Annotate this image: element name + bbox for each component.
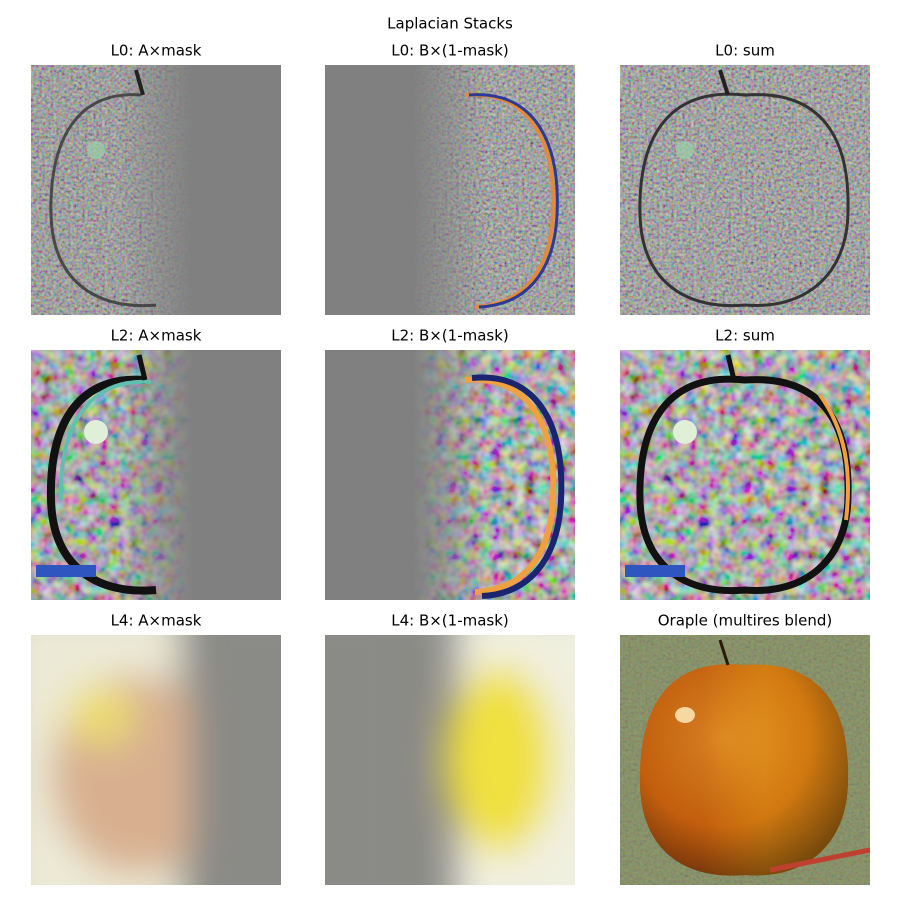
panel-title: L0: A×mask — [111, 42, 202, 60]
image-panel — [31, 635, 281, 885]
panel-title: L4: B×(1-mask) — [391, 612, 509, 630]
panel-title: L2: sum — [715, 327, 775, 345]
image-panel — [325, 635, 575, 885]
image-panel — [325, 350, 575, 600]
panel-title: L0: sum — [715, 42, 775, 60]
panel-title: L2: B×(1-mask) — [391, 327, 509, 345]
image-panel — [31, 350, 281, 600]
panel-title: Oraple (multires blend) — [658, 612, 833, 630]
figure-title: Laplacian Stacks — [387, 15, 513, 33]
panel-title: L2: A×mask — [111, 327, 202, 345]
panel-titles: L0: A×mask L0: B×(1-mask) L0: sum L2: A×mas… — [111, 42, 833, 630]
image-panel — [31, 65, 281, 315]
panel-title: L0: B×(1-mask) — [391, 42, 509, 60]
image-panel — [620, 65, 870, 315]
image-panel — [620, 350, 870, 600]
panel-title: L4: A×mask — [111, 612, 202, 630]
image-panel — [620, 635, 870, 885]
image-panel — [325, 65, 575, 315]
